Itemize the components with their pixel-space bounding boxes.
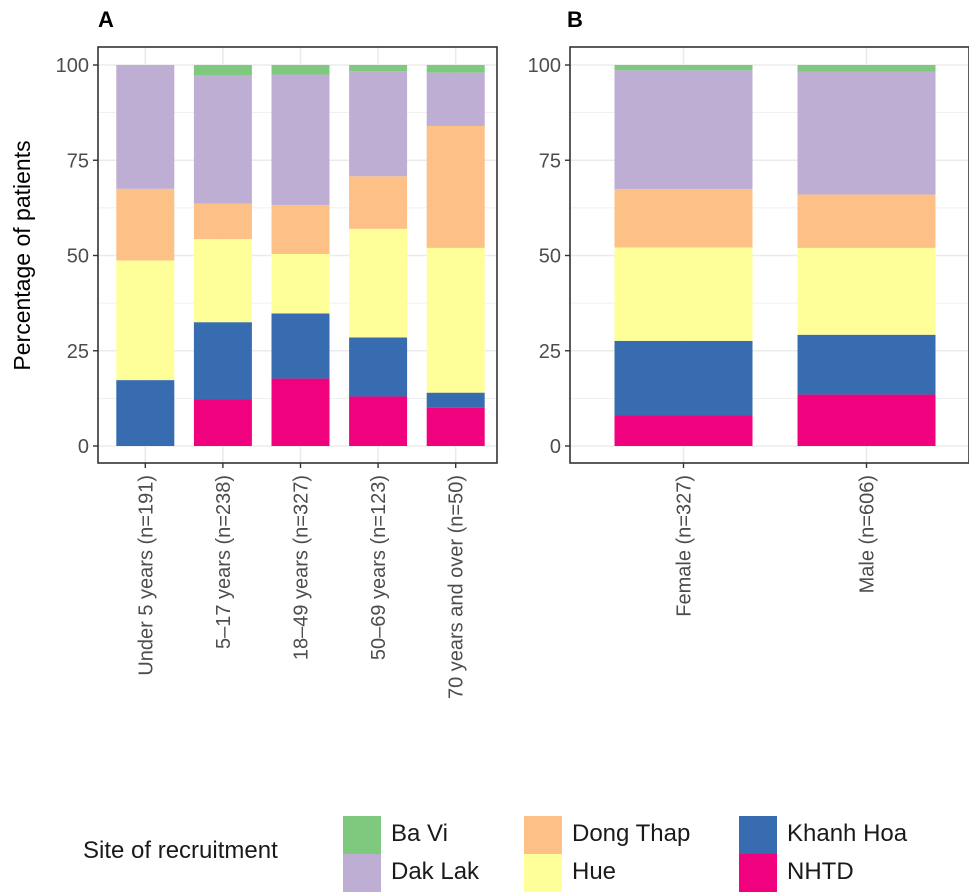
x-tick-label: Under 5 years (n=191): [135, 475, 157, 676]
bar-segment-dak-lak: [426, 72, 485, 126]
bar-segment-dong-thap: [349, 176, 408, 229]
bar-segment-khanh-hoa: [349, 337, 408, 397]
bar-segment-dak-lak: [193, 75, 252, 204]
y-tick-label: 75: [539, 150, 561, 172]
y-tick-label: 0: [78, 436, 89, 458]
y-tick-label: 50: [67, 246, 89, 268]
legend: Site of recruitment Ba Vi Dak Lak Dong T…: [0, 806, 969, 892]
bar-segment-hue: [193, 239, 252, 323]
legend-swatch-hue: [524, 854, 562, 892]
legend-label-dak-lak: Dak Lak: [391, 858, 480, 885]
x-tick-label: Female (n=327): [674, 475, 696, 617]
bar-segment-dong-thap: [116, 188, 175, 261]
panel-b: 0 25 50 75 100 Female (n=327) Male (n=606) B: [528, 7, 969, 617]
legend-label-hue: Hue: [572, 858, 617, 885]
y-tick-label: 25: [67, 341, 89, 363]
legend-label-ba-vi: Ba Vi: [391, 820, 448, 847]
legend-swatch-khanh-hoa: [739, 816, 777, 854]
legend-label-dong-thap: Dong Thap: [572, 820, 691, 847]
legend-swatch-dong-thap: [524, 816, 562, 854]
bar-segment-dak-lak: [614, 70, 753, 190]
bar-segment-ba-vi: [797, 65, 936, 72]
bar-segment-ba-vi: [271, 65, 330, 75]
bar-segment-ba-vi: [349, 65, 408, 72]
panel-a: 0 25 50 75 100 Under 5 years (n=191) 5–17 year…: [9, 7, 498, 699]
bar-segment-nhtd: [271, 378, 330, 446]
panel-label: A: [98, 7, 114, 32]
bar-segment-hue: [426, 247, 485, 393]
bar-segment-hue: [116, 260, 175, 381]
y-axis-title: Percentage of patients: [9, 140, 35, 370]
x-tick-label: 70 years and over (n=50): [446, 475, 468, 699]
legend-swatch-nhtd: [739, 854, 777, 892]
bar-segment-khanh-hoa: [116, 380, 175, 446]
y-tick-label: 75: [67, 150, 89, 172]
bar-segment-dong-thap: [193, 203, 252, 240]
legend-title: Site of recruitment: [83, 837, 278, 864]
bar-segment-hue: [271, 253, 330, 314]
y-tick-label: 25: [539, 341, 561, 363]
bar-segment-hue: [349, 228, 408, 338]
bar-segment-ba-vi: [193, 65, 252, 76]
bar-segment-dak-lak: [797, 71, 936, 195]
x-tick-label: Male (n=606): [857, 475, 879, 593]
y-tick-label: 50: [539, 246, 561, 268]
legend-swatch-ba-vi: [343, 816, 381, 854]
legend-label-nhtd: NHTD: [787, 858, 854, 885]
y-tick-label: 0: [550, 436, 561, 458]
bar-segment-nhtd: [797, 394, 936, 446]
panel-label: B: [567, 7, 583, 32]
x-tick-label: 5–17 years (n=238): [213, 475, 235, 649]
bar-segment-hue: [614, 247, 753, 341]
bar-segment-khanh-hoa: [797, 334, 936, 395]
legend-label-khanh-hoa: Khanh Hoa: [787, 820, 908, 847]
bar-segment-dak-lak: [349, 71, 408, 177]
bar-segment-nhtd: [614, 415, 753, 446]
x-tick-label: 50–69 years (n=123): [368, 475, 390, 660]
bar-segment-nhtd: [193, 399, 252, 446]
bar-segment-khanh-hoa: [193, 322, 252, 400]
bar-segment-dong-thap: [797, 194, 936, 248]
y-tick-label: 100: [56, 55, 89, 77]
legend-swatch-dak-lak: [343, 854, 381, 892]
bar-segment-dak-lak: [271, 74, 330, 206]
bar-segment-khanh-hoa: [271, 313, 330, 379]
bar-segment-dak-lak: [116, 65, 175, 189]
bar-segment-khanh-hoa: [614, 340, 753, 416]
bar-segment-khanh-hoa: [426, 392, 485, 408]
bar-segment-dong-thap: [271, 205, 330, 254]
bar-segment-ba-vi: [426, 65, 485, 73]
bar-segment-dong-thap: [426, 125, 485, 248]
bar-segment-dong-thap: [614, 189, 753, 248]
bar-segment-nhtd: [426, 407, 485, 446]
stacked-bar-figure: 0 25 50 75 100 Under 5 years (n=191) 5–17 year…: [9, 7, 969, 699]
x-tick-label: 18–49 years (n=327): [291, 475, 313, 660]
bar-segment-hue: [797, 247, 936, 335]
y-tick-label: 100: [528, 55, 561, 77]
bar-segment-nhtd: [349, 396, 408, 446]
bar-segment-ba-vi: [614, 65, 753, 71]
